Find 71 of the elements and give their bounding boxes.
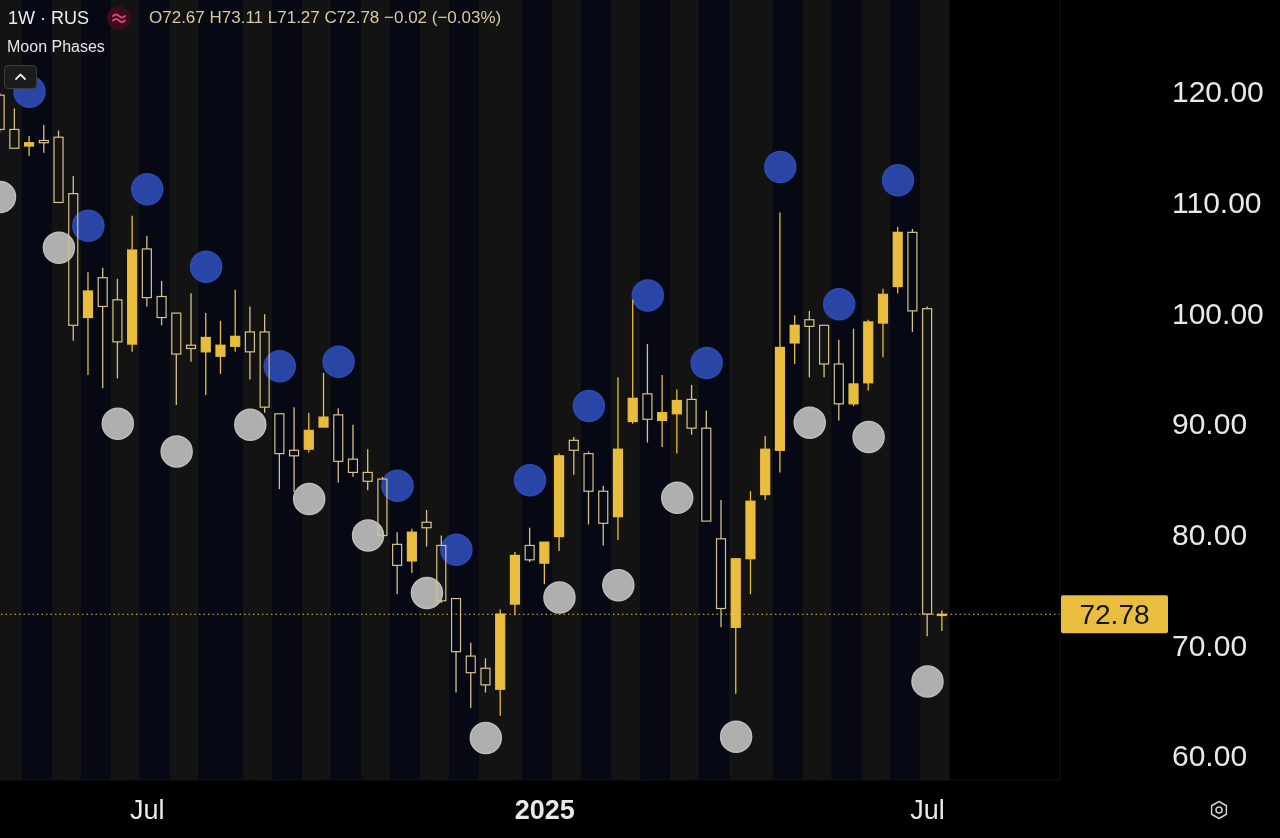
candlestick: [774, 211, 786, 474]
point: [42, 231, 76, 265]
point: [852, 420, 885, 454]
candlestick: [141, 235, 152, 308]
point: [381, 469, 414, 502]
candlestick: [288, 406, 300, 493]
point: [911, 665, 944, 698]
point: [793, 406, 826, 439]
candlestick: [509, 551, 521, 616]
candlestick: [127, 215, 138, 353]
candlestick: [244, 305, 256, 381]
point: [469, 721, 503, 755]
point: [130, 172, 164, 206]
y-tick-label: 80.00: [1172, 517, 1248, 551]
candlestick: [671, 388, 682, 455]
candlestick: [539, 541, 550, 585]
annotation: Moon Phases: [7, 37, 105, 57]
point: [513, 463, 547, 497]
candlestick: [406, 528, 417, 574]
y-tick-label: 60.00: [1172, 739, 1248, 773]
point: [322, 345, 355, 379]
y-tick-label: 90.00: [1172, 407, 1248, 441]
point: [631, 279, 665, 312]
point: [234, 408, 267, 442]
point: [410, 576, 444, 610]
candlestick: [82, 271, 94, 376]
candlestick: [171, 312, 182, 406]
point: [764, 150, 797, 184]
candlestick: [9, 107, 20, 149]
candlestick: [318, 372, 329, 428]
point: [160, 435, 193, 468]
candlestick: [200, 312, 211, 396]
candlestick: [185, 292, 197, 363]
chart-title: 1W · RUS: [8, 7, 89, 29]
candlestick: [657, 374, 668, 448]
candlestick: [392, 531, 403, 595]
candlestick: [23, 135, 35, 157]
candlestick: [612, 376, 624, 541]
candlestick: [112, 278, 123, 380]
ref-line-label: 72.78: [1079, 599, 1150, 631]
candlestick: [274, 413, 285, 490]
candlestick: [877, 288, 889, 359]
candlestick: [818, 324, 830, 378]
x-tick-label: Jul: [129, 795, 165, 826]
candlestick: [922, 305, 933, 637]
point: [822, 288, 856, 321]
point: [263, 349, 296, 383]
point: [660, 481, 694, 515]
y-tick-label: 110.00: [1172, 185, 1262, 219]
x-tick-label: Jul: [910, 795, 945, 826]
annotation: O72.67 H73.11 L71.27 C72.78 −0.02 (−0.03%): [149, 7, 502, 29]
candlestick: [642, 343, 653, 444]
point: [690, 346, 723, 380]
point: [719, 720, 753, 754]
point: [543, 581, 576, 614]
y-tick-label: 120.00: [1172, 75, 1264, 109]
point: [351, 519, 385, 552]
point: [440, 533, 473, 567]
point: [72, 209, 105, 242]
candlestick: [347, 424, 359, 478]
point: [602, 569, 635, 602]
point: [881, 164, 915, 197]
candlestick: [450, 597, 462, 694]
point: [101, 407, 135, 440]
candlestick: [715, 499, 727, 628]
y-tick-label: 100.00: [1172, 296, 1264, 330]
point: [292, 482, 326, 516]
point: [572, 389, 606, 423]
x-tick-label: 2025: [514, 795, 575, 826]
y-tick-label: 70.00: [1172, 628, 1248, 662]
point: [189, 250, 223, 283]
